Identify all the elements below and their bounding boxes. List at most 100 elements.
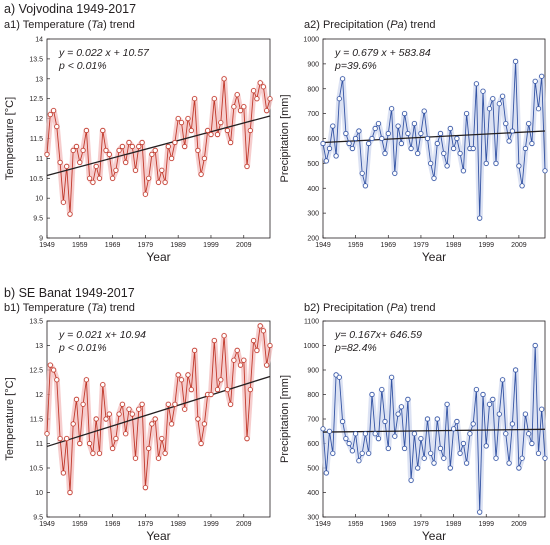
data-point <box>93 416 99 422</box>
data-point <box>343 436 349 442</box>
data-point <box>126 139 132 146</box>
data-point <box>372 125 378 132</box>
data-point <box>70 421 76 427</box>
data-point <box>392 170 398 176</box>
data-point <box>123 159 129 165</box>
data-point <box>437 445 444 451</box>
x-tick-label: 1979 <box>413 242 429 249</box>
x-axis-title: Year <box>422 529 446 543</box>
data-point <box>470 145 476 152</box>
data-point <box>237 108 244 114</box>
data-point <box>369 135 375 142</box>
data-point <box>532 78 538 84</box>
data-point <box>434 140 440 147</box>
data-point <box>237 362 244 368</box>
data-point <box>362 431 369 437</box>
data-point <box>119 143 126 150</box>
y-tick-label: 13.5 <box>29 319 43 326</box>
y-tick-label: 13 <box>35 343 43 350</box>
data-point <box>80 401 86 407</box>
data-point <box>44 151 50 158</box>
data-point <box>201 421 207 427</box>
y-tick-label: 800 <box>307 392 319 399</box>
data-point <box>415 465 421 471</box>
x-tick-label: 1989 <box>170 242 186 249</box>
data-point <box>326 145 333 152</box>
equation-label: y = 0.679 x + 583.84 <box>334 47 431 59</box>
x-tick-label: 2009 <box>511 521 527 528</box>
data-point <box>457 450 463 456</box>
data-point <box>408 145 414 152</box>
data-point <box>146 175 152 181</box>
data-point <box>503 121 509 127</box>
data-point <box>103 416 109 422</box>
data-point <box>172 139 178 146</box>
data-point <box>369 391 375 398</box>
data-point <box>234 92 240 98</box>
x-tick-label: 1989 <box>446 521 462 528</box>
data-point <box>519 455 525 461</box>
data-point <box>441 455 447 461</box>
data-point <box>64 436 70 442</box>
data-point <box>257 80 263 86</box>
x-axis-title: Year <box>146 529 170 543</box>
data-point <box>224 387 230 393</box>
data-point <box>152 416 158 422</box>
data-point <box>175 116 181 122</box>
data-point <box>382 150 388 157</box>
data-point <box>424 416 431 422</box>
data-point <box>254 96 260 102</box>
y-axis-title: Temperature [°C] <box>4 377 16 460</box>
x-tick-label: 1999 <box>203 242 219 249</box>
data-point <box>90 450 96 456</box>
data-point <box>178 120 185 126</box>
data-point <box>362 183 369 189</box>
data-point <box>490 96 496 102</box>
y-tick-label: 500 <box>307 161 319 168</box>
data-point <box>93 163 99 169</box>
x-tick-label: 1949 <box>39 521 55 528</box>
data-point <box>405 130 411 137</box>
data-point <box>418 436 424 442</box>
data-point <box>64 163 70 169</box>
data-point <box>100 382 106 388</box>
x-tick-label: 1979 <box>413 521 429 528</box>
data-point <box>379 135 385 142</box>
data-point <box>116 147 122 154</box>
data-point <box>486 106 493 112</box>
y-tick-label: 13.5 <box>29 56 43 63</box>
data-point <box>218 120 224 126</box>
data-point <box>496 101 502 107</box>
data-point <box>509 128 515 134</box>
data-point <box>509 421 515 427</box>
data-point <box>224 127 230 134</box>
data-point <box>139 139 145 146</box>
data-point <box>159 167 165 173</box>
x-tick-label: 1949 <box>39 242 55 249</box>
equation-label: y = 0.022 x + 10.57 <box>58 47 150 59</box>
y-tick-label: 1000 <box>303 37 319 44</box>
data-point <box>323 158 329 164</box>
data-point <box>87 175 93 181</box>
data-point <box>228 401 234 407</box>
data-point <box>415 150 421 157</box>
data-point <box>83 377 90 383</box>
data-point <box>366 140 372 147</box>
data-point <box>132 167 139 173</box>
data-point <box>142 191 148 197</box>
data-point <box>116 411 122 417</box>
data-point <box>398 404 405 410</box>
y-tick-label: 400 <box>307 186 319 193</box>
data-point <box>198 171 204 177</box>
pvalue-label: p=39.6% <box>334 60 377 72</box>
panel-title-a1: a1) Temperature (Ta) trend <box>4 19 135 31</box>
data-point <box>129 411 135 417</box>
data-point <box>421 455 427 461</box>
data-point <box>402 445 408 451</box>
data-point <box>172 401 178 407</box>
data-point <box>379 387 385 393</box>
y-tick-label: 900 <box>307 368 319 375</box>
data-point <box>496 411 502 417</box>
data-point <box>437 130 444 137</box>
data-point <box>323 470 329 476</box>
